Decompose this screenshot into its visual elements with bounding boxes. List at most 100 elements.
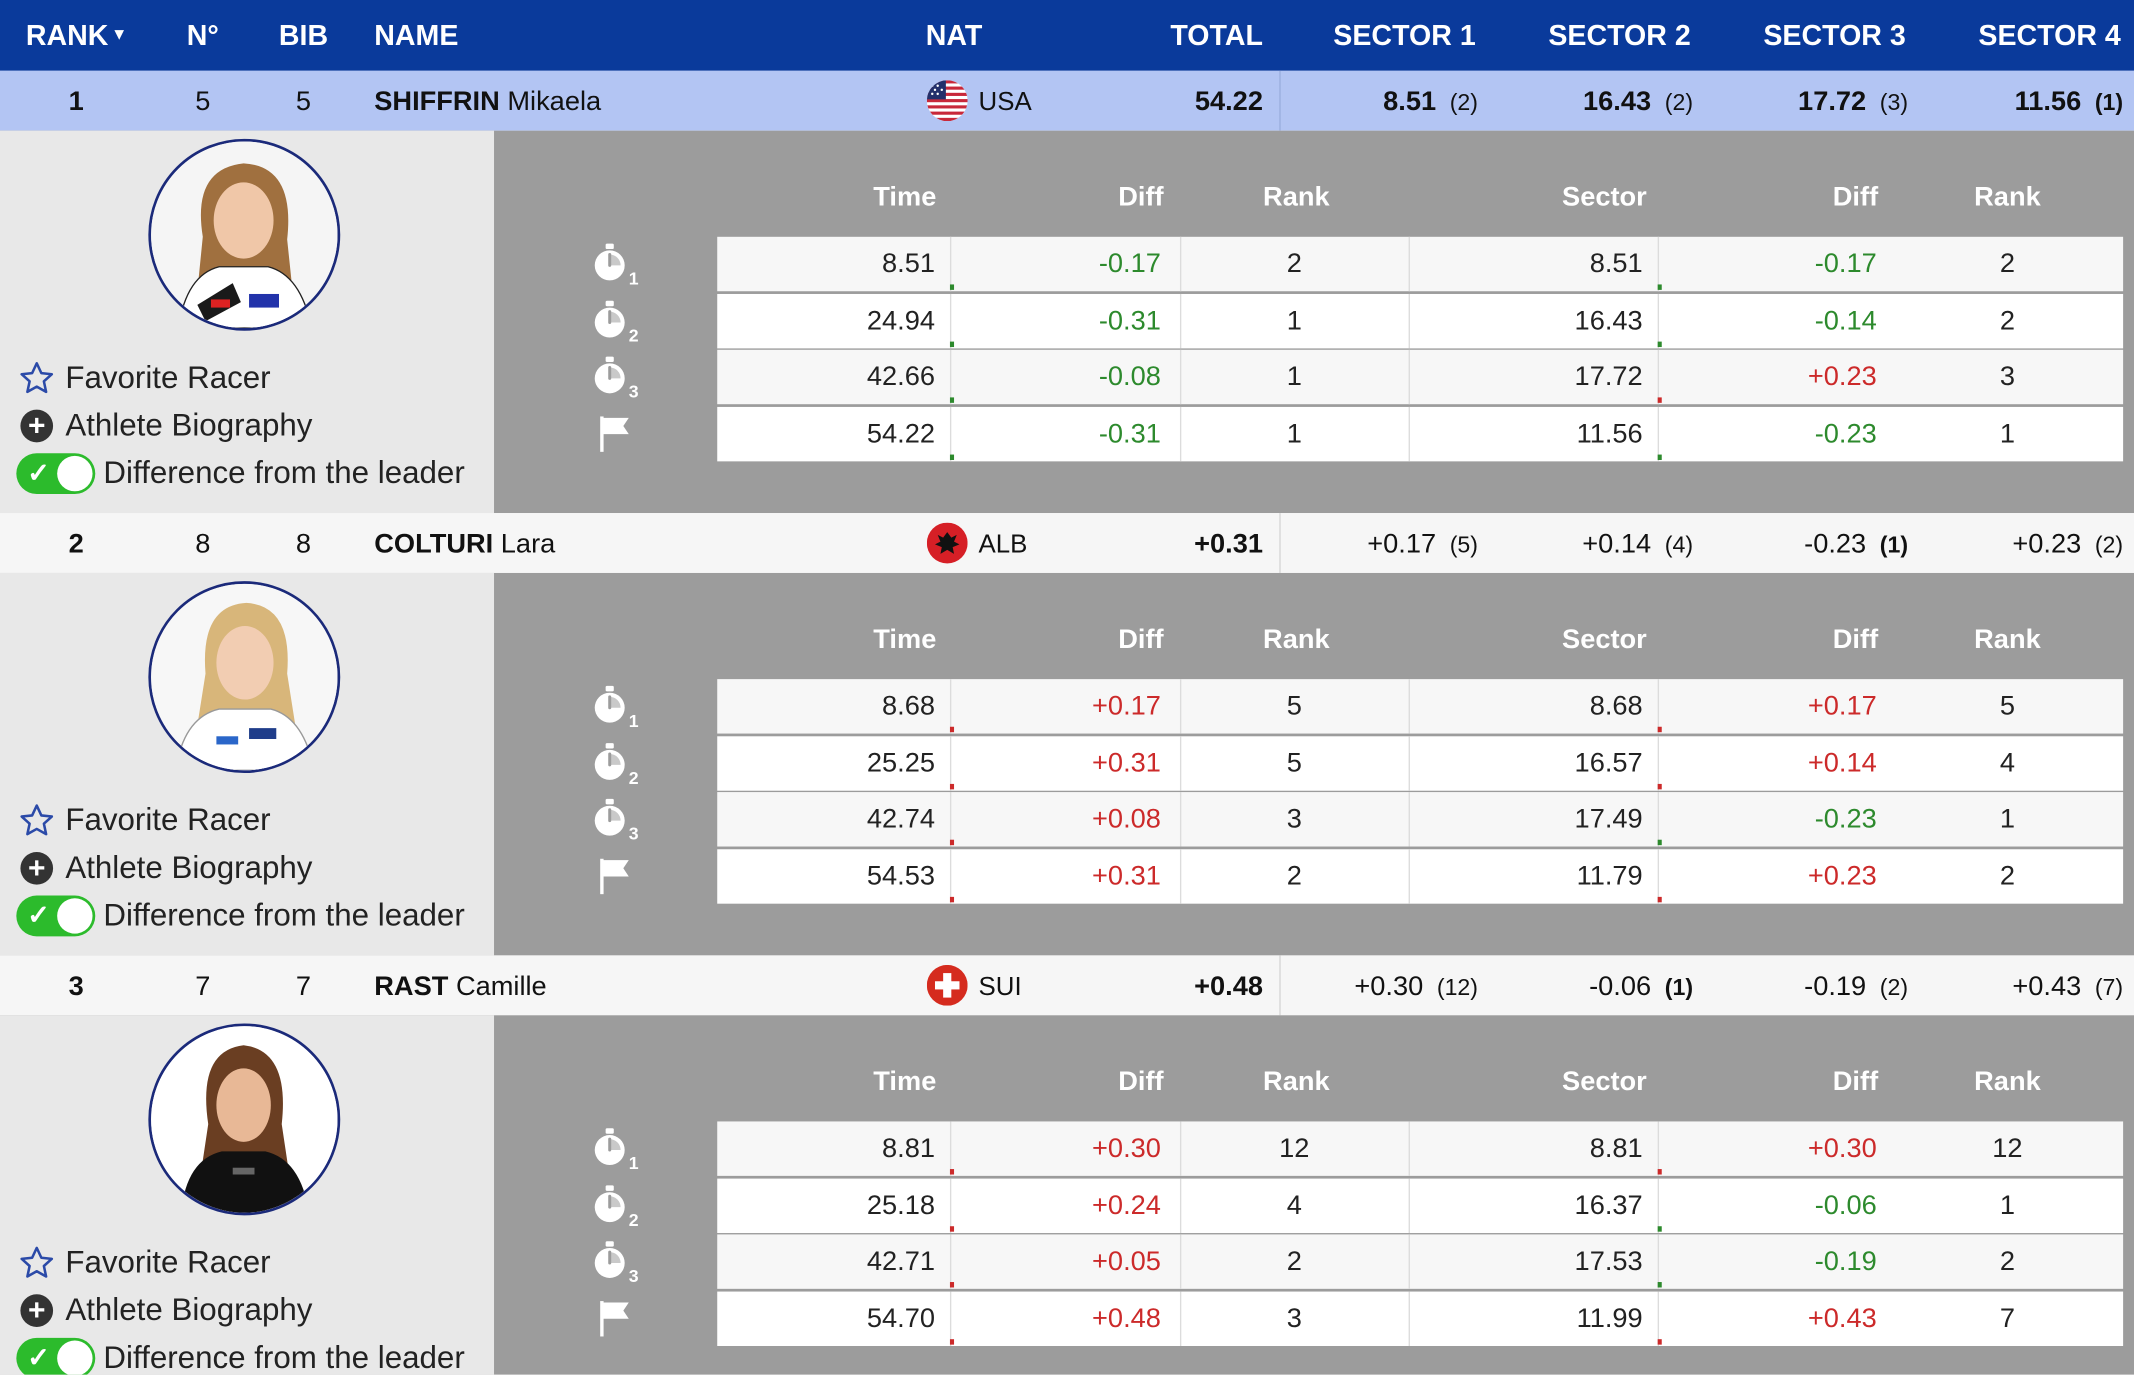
racer-firstname: Lara [500, 529, 556, 560]
split-table: 8.68 +0.17 5 8.68 +0.17 5 25.25 +0.31 5 16.57 +0.1… [717, 679, 2124, 905]
athlete-biography-label: Athlete Biography [65, 406, 313, 443]
name-column-header[interactable]: NAME [374, 20, 459, 52]
racer-name[interactable]: COLTURI Lara [374, 513, 555, 573]
athlete-biography-button[interactable]: + Athlete Biography [16, 1286, 464, 1334]
sector-1-column-header[interactable]: SECTOR 1 [1333, 20, 1476, 52]
split-diff: +0.30 [1092, 1133, 1161, 1164]
difference-toggle[interactable]: ✓ Difference from the leader [16, 449, 465, 497]
sector-4-column-header[interactable]: SECTOR 4 [1978, 20, 2121, 52]
stopwatch-icon: 3 [593, 355, 639, 401]
split-diff: +0.31 [1092, 860, 1161, 891]
nat-column-header[interactable]: NAT [925, 20, 983, 52]
sector-rank: 3 [1999, 362, 2016, 392]
us-flag-icon [926, 80, 968, 122]
avatar[interactable] [148, 138, 341, 331]
stopwatch-icon: 2 [593, 741, 639, 787]
stopwatch-icon: 2 [593, 299, 639, 345]
sector-time: 11.99 [1576, 1303, 1643, 1334]
racer-summary-row[interactable]: 3 7 7 RAST Camille SUI +0.48 +0.30 (12) -… [0, 955, 2134, 1016]
difference-toggle-label: Difference from the leader [103, 454, 465, 490]
sector-column-header: Sector [1562, 182, 1647, 213]
racer-bib: 5 [295, 87, 312, 118]
sector-diff: +0.43 [1807, 1303, 1877, 1334]
favorite-racer-button[interactable]: Favorite Racer [16, 796, 464, 844]
favorite-racer-button[interactable]: Favorite Racer [16, 1238, 464, 1286]
racer-detail-panel: Favorite Racer + Athlete Biography ✓ Dif… [0, 572, 2134, 956]
split-rank: 5 [1286, 691, 1302, 722]
athlete-biography-button[interactable]: + Athlete Biography [16, 844, 464, 892]
sector-column-header: Sector [1562, 1067, 1647, 1097]
sector-rank: 2 [1999, 860, 2016, 891]
difference-toggle-label: Difference from the leader [103, 896, 465, 933]
split-rank: 12 [1279, 1133, 1310, 1164]
racer-profile: Favorite Racer + Athlete Biography ✓ Dif… [0, 572, 495, 956]
racer-summary-row[interactable]: 2 8 8 COLTURI Lara ALB +0.31 +0.17 (5) +0… [0, 513, 2134, 573]
split-time: 8.68 [881, 691, 935, 722]
bib-column-header[interactable]: BIB [278, 20, 329, 52]
number-column-header[interactable]: N° [186, 20, 219, 52]
difference-toggle[interactable]: ✓ Difference from the leader [16, 891, 465, 939]
svg-text:3: 3 [629, 1266, 639, 1286]
sector-value: 16.43 [1583, 87, 1652, 118]
split-rank: 3 [1286, 804, 1302, 835]
racer-summary-row[interactable]: 1 5 5 SHIFFRIN Mikaela USA 54.22 8.51 (2)… [0, 70, 2134, 131]
stopwatch-icon: 1 [593, 685, 639, 731]
sector-rank: 7 [1999, 1303, 2016, 1334]
sector-position: (2) [1449, 89, 1479, 116]
split-time: 25.25 [866, 747, 935, 778]
sector-diff: +0.17 [1807, 691, 1877, 722]
sector-diff: +0.23 [1807, 860, 1877, 891]
split-rank: 2 [1286, 249, 1302, 279]
split-rank: 4 [1286, 1190, 1302, 1221]
sector-2-cell: +0.14 (4) [1494, 513, 1693, 573]
sector-position: (5) [1449, 532, 1479, 558]
avatar[interactable] [148, 1023, 341, 1216]
sector-rank: 2 [1999, 249, 2016, 279]
toggle-switch[interactable]: ✓ [16, 1337, 96, 1375]
sector-rank: 5 [1999, 691, 2016, 722]
racer-name[interactable]: RAST Camille [374, 955, 546, 1015]
column-divider [1279, 513, 1281, 573]
split-time: 8.51 [881, 249, 935, 279]
racer-list: 1 5 5 SHIFFRIN Mikaela USA 54.22 8.51 (2)… [0, 70, 2134, 1375]
split-row: 54.22 -0.31 1 11.56 -0.23 1 [717, 406, 2124, 461]
sector-rank: 12 [1992, 1133, 2023, 1164]
sector-position: (7) [2094, 974, 2124, 1001]
sector-2-column-header[interactable]: SECTOR 2 [1548, 20, 1691, 52]
sector-time: 16.37 [1574, 1190, 1643, 1221]
plus-circle-icon: + [16, 408, 57, 442]
sector-4-cell: +0.23 (2) [1924, 513, 2123, 573]
favorite-racer-button[interactable]: Favorite Racer [16, 354, 464, 402]
split-rank: 2 [1286, 1246, 1302, 1277]
sector-value: +0.14 [1582, 529, 1652, 560]
split-time: 54.70 [866, 1303, 935, 1334]
split-time: 42.71 [866, 1246, 935, 1277]
total-column-header[interactable]: TOTAL [1170, 20, 1263, 52]
racer-name[interactable]: SHIFFRIN Mikaela [374, 71, 601, 131]
time-column-header: Time [873, 182, 937, 213]
racer-entry: 3 7 7 RAST Camille SUI +0.48 +0.30 (12) -… [0, 955, 2134, 1375]
stopwatch-icon: 3 [593, 798, 639, 844]
racer-bib: 7 [295, 971, 312, 1002]
split-rank: 3 [1286, 1303, 1302, 1334]
sector-3-cell: -0.23 (1) [1709, 513, 1908, 573]
sector-3-column-header[interactable]: SECTOR 3 [1763, 20, 1906, 52]
plus-circle-icon: + [16, 1293, 57, 1327]
toggle-switch[interactable]: ✓ [16, 452, 96, 494]
racer-firstname: Camille [455, 971, 547, 1002]
toggle-switch[interactable]: ✓ [16, 894, 96, 936]
diff-column-header: Diff [1118, 182, 1164, 213]
svg-text:1: 1 [629, 711, 639, 731]
rank-column-header: Rank [1263, 1067, 1330, 1097]
svg-text:2: 2 [629, 767, 639, 787]
racer-surname: SHIFFRIN [374, 87, 500, 118]
avatar[interactable] [148, 581, 341, 774]
difference-toggle[interactable]: ✓ Difference from the leader [16, 1334, 465, 1375]
sector-position: (1) [1879, 532, 1909, 558]
time-column-header: Time [873, 1067, 937, 1097]
athlete-biography-button[interactable]: + Athlete Biography [16, 401, 464, 449]
rank-column-header[interactable]: RANK ▼ [25, 20, 128, 52]
sector-3-cell: 17.72 (3) [1709, 71, 1908, 131]
sector-diff-column-header: Diff [1832, 624, 1879, 655]
time-column-header: Time [873, 624, 937, 655]
